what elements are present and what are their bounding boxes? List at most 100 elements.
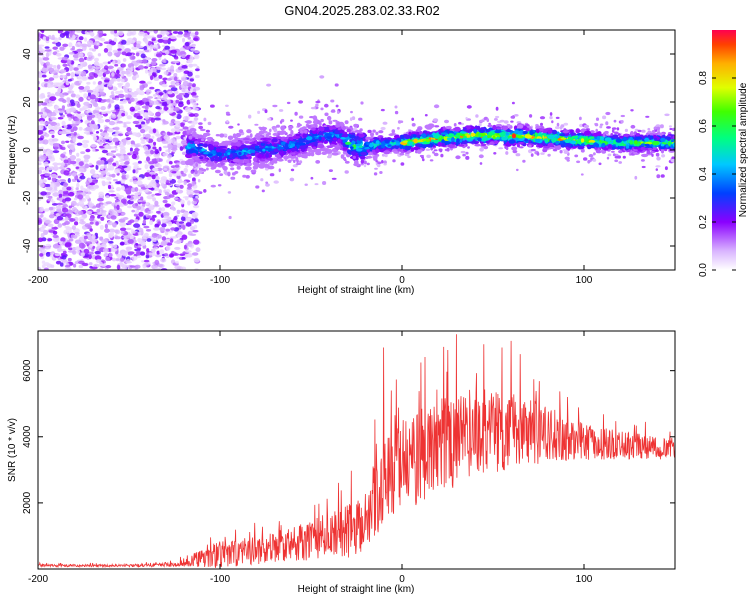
spectrogram-cell bbox=[207, 121, 212, 126]
spectrogram-cell bbox=[94, 250, 101, 255]
spectrogram-cell bbox=[151, 232, 158, 238]
spectrogram-cell bbox=[47, 94, 51, 98]
spectrogram-cell bbox=[88, 112, 93, 116]
spectrogram-cell bbox=[109, 157, 114, 163]
spectrogram-cell bbox=[192, 177, 196, 182]
spectrogram-cell bbox=[298, 100, 304, 104]
spectrogram-cell bbox=[113, 37, 118, 43]
spectrogram-cell bbox=[605, 121, 609, 126]
spectrogram-cell bbox=[162, 145, 169, 149]
spectrogram-cell bbox=[195, 162, 199, 167]
spectrogram-cell bbox=[116, 59, 121, 65]
spectrogram-cell bbox=[157, 38, 164, 43]
spectrogram-cell bbox=[549, 116, 553, 120]
spectrogram-cell bbox=[137, 65, 145, 70]
spectrogram-cell bbox=[462, 153, 466, 157]
spectrogram-cell bbox=[301, 126, 307, 130]
spectrogram-cell bbox=[47, 223, 54, 228]
spectrogram-cell bbox=[75, 166, 80, 170]
spectrogram-cell bbox=[41, 260, 46, 264]
spectrogram-cell bbox=[81, 43, 88, 48]
spectrogram-cell bbox=[147, 176, 152, 181]
spectrogram-cell bbox=[95, 221, 99, 226]
spectrogram-cell bbox=[228, 215, 232, 220]
spectrogram-cell bbox=[51, 226, 59, 230]
spectrogram-cell bbox=[129, 32, 134, 35]
spectrogram-cell bbox=[64, 31, 70, 36]
spectrogram-cell bbox=[407, 155, 411, 159]
spectrogram-cell bbox=[178, 221, 185, 224]
spectrogram-cell bbox=[192, 229, 199, 233]
spectrogram-cell bbox=[107, 51, 113, 57]
spectrogram-cell bbox=[43, 111, 47, 117]
spectrogram-cell bbox=[150, 117, 155, 123]
spectrogram-cell bbox=[80, 70, 87, 76]
spectrogram-cell bbox=[165, 228, 170, 232]
spectrogram-cell bbox=[48, 77, 55, 81]
spectrogram-cell bbox=[185, 217, 191, 222]
spectrogram-cell bbox=[131, 209, 136, 213]
spectrogram-cell bbox=[161, 50, 167, 53]
spectrogram-cell bbox=[52, 243, 60, 249]
spectrogram-cell bbox=[44, 49, 52, 52]
spectrogram-cell bbox=[120, 78, 125, 83]
spectrogram-cell bbox=[144, 189, 149, 193]
spectrogram-cell bbox=[131, 255, 138, 261]
spectrogram-cell bbox=[140, 201, 146, 204]
spectrogram-cell bbox=[157, 234, 162, 239]
spectrogram-cell bbox=[184, 31, 188, 36]
spectrogram-cell bbox=[160, 240, 168, 246]
spectrogram-cell bbox=[89, 217, 95, 222]
spectrogram-cell bbox=[61, 185, 69, 192]
spectrogram-cell bbox=[81, 63, 86, 67]
spectrogram-cell bbox=[86, 89, 94, 93]
spectrogram-cell bbox=[154, 48, 158, 51]
spectrogram-cell bbox=[106, 176, 112, 181]
spectrogram-cell bbox=[145, 119, 150, 124]
spectrogram-cell bbox=[505, 151, 509, 155]
spectrogram-cell bbox=[446, 147, 450, 152]
spectrogram-cell bbox=[183, 70, 190, 74]
spectrogram-cell bbox=[123, 161, 130, 165]
spectrogram-cell bbox=[79, 243, 83, 248]
spectrogram-cell bbox=[86, 210, 93, 215]
spectrogram-cell bbox=[124, 70, 131, 75]
spectrogram-cell bbox=[146, 169, 150, 173]
spectrogram-cell bbox=[190, 219, 195, 224]
spectrogram-cell bbox=[53, 142, 60, 148]
spectrogram-cell bbox=[68, 247, 73, 251]
spectrogram-cell bbox=[54, 185, 58, 191]
spectrogram-cell bbox=[59, 262, 64, 267]
spectrogram-cell bbox=[108, 252, 113, 258]
spectrogram-cell bbox=[69, 65, 73, 72]
spectrogram-cell bbox=[159, 249, 165, 255]
spectrogram-cell bbox=[227, 171, 231, 177]
spectrogram-cell bbox=[382, 121, 388, 125]
spectrogram-cell bbox=[595, 117, 600, 121]
spectrogram-cell bbox=[182, 80, 189, 87]
spectrogram-cell bbox=[350, 110, 353, 114]
spectrogram-cell bbox=[64, 225, 70, 229]
spectrogram-cell bbox=[129, 265, 136, 268]
spectrogram-cell bbox=[60, 153, 66, 159]
spectrogram-cell bbox=[170, 49, 177, 54]
spectrogram-cell bbox=[142, 219, 147, 225]
spectrogram-cell bbox=[293, 159, 296, 163]
spectrogram-cell bbox=[38, 237, 44, 243]
spectrogram-cell bbox=[103, 41, 111, 44]
spectrogram-cell bbox=[144, 185, 150, 189]
spectrogram-cell bbox=[54, 105, 60, 110]
spectrogram-cell bbox=[129, 55, 136, 61]
spectrogram-cell bbox=[176, 162, 181, 165]
spectrogram-cell bbox=[95, 131, 100, 134]
spectrogram-cell bbox=[56, 122, 60, 127]
spectrogram-cell bbox=[159, 227, 166, 232]
spectrogram-cell bbox=[39, 48, 45, 54]
spectrogram-cell bbox=[121, 63, 127, 68]
spectrogram-cell bbox=[173, 217, 177, 221]
spectrogram-cell bbox=[61, 255, 67, 260]
spectrogram-cell bbox=[593, 152, 596, 156]
spectrogram-cell bbox=[324, 112, 329, 117]
spectrogram-cell bbox=[195, 247, 201, 253]
spectrogram-cell bbox=[97, 215, 101, 219]
